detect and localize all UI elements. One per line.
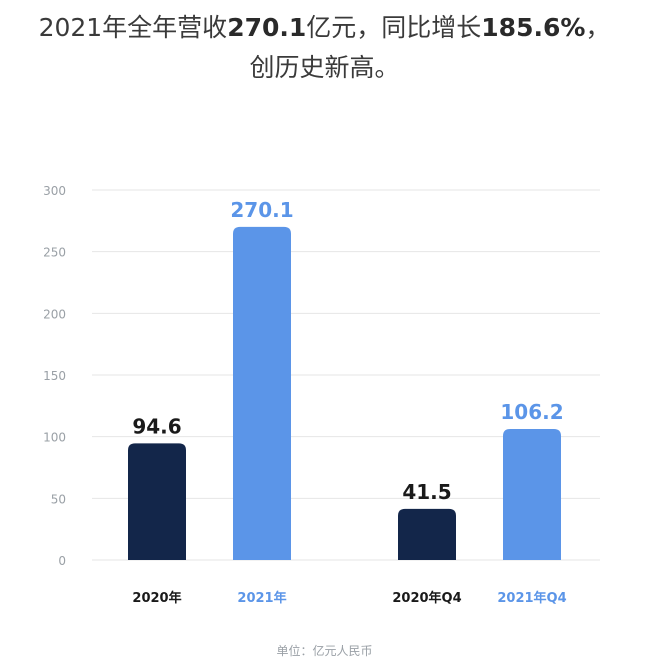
category-label: 2020年 bbox=[132, 590, 181, 606]
value-label: 41.5 bbox=[402, 480, 451, 504]
headline-text-3: ， bbox=[585, 13, 611, 42]
headline-text-1: 2021年全年营收 bbox=[38, 13, 228, 42]
y-tick-label: 50 bbox=[51, 492, 66, 506]
bar bbox=[398, 508, 456, 560]
value-label: 94.6 bbox=[132, 414, 181, 438]
unit-note: 单位：亿元人民币 bbox=[276, 644, 373, 658]
headline-revenue-value: 270.1 bbox=[227, 13, 307, 42]
headline-line-2: 创历史新高。 bbox=[249, 53, 400, 82]
category-label: 2021年 bbox=[237, 590, 286, 606]
headline-growth-value: 185.6% bbox=[481, 13, 586, 42]
y-tick-label: 300 bbox=[43, 184, 66, 198]
bar bbox=[233, 226, 291, 561]
bar bbox=[503, 429, 561, 560]
value-label: 270.1 bbox=[230, 198, 293, 222]
y-tick-label: 150 bbox=[43, 369, 66, 383]
headline: 2021年全年营收270.1亿元，同比增长185.6%， 创历史新高。 bbox=[0, 8, 649, 88]
headline-line-1: 2021年全年营收270.1亿元，同比增长185.6%， bbox=[0, 8, 649, 48]
y-tick-label: 250 bbox=[43, 246, 66, 260]
category-label: 2020年Q4 bbox=[392, 590, 461, 606]
bar bbox=[128, 443, 186, 560]
y-tick-label: 0 bbox=[58, 554, 66, 568]
value-label: 106.2 bbox=[500, 400, 563, 424]
category-label: 2021年Q4 bbox=[497, 590, 566, 606]
y-tick-label: 100 bbox=[43, 431, 66, 445]
headline-text-2: 亿元，同比增长 bbox=[306, 13, 482, 42]
y-tick-label: 200 bbox=[43, 307, 66, 321]
